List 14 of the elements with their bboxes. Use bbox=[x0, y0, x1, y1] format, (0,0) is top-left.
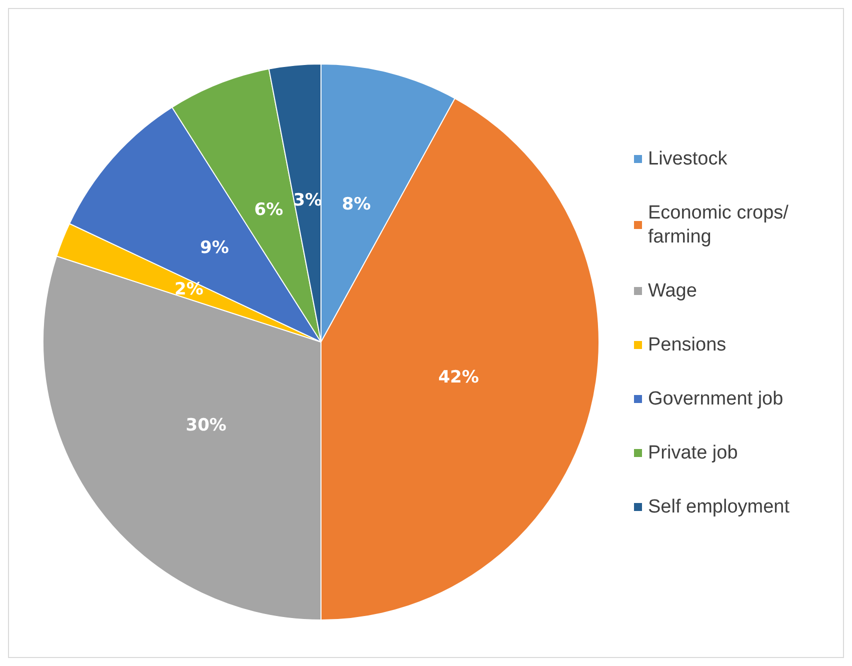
legend-label: Wage bbox=[648, 280, 697, 302]
legend-label: Self employment bbox=[648, 496, 790, 518]
data-label: 9% bbox=[200, 238, 229, 258]
data-label: 42% bbox=[438, 367, 479, 388]
legend-label: Economic crops/ farming bbox=[648, 202, 794, 248]
data-label: 30% bbox=[186, 415, 226, 436]
legend-label: Pensions bbox=[648, 334, 726, 356]
data-label: 8% bbox=[342, 194, 371, 214]
legend-label: Private job bbox=[648, 442, 738, 464]
data-label: 6% bbox=[254, 200, 284, 220]
legend-label: Government job bbox=[648, 388, 784, 410]
data-label: 2% bbox=[174, 280, 204, 300]
legend-label: Livestock bbox=[648, 148, 728, 170]
data-label: 3% bbox=[293, 190, 322, 211]
